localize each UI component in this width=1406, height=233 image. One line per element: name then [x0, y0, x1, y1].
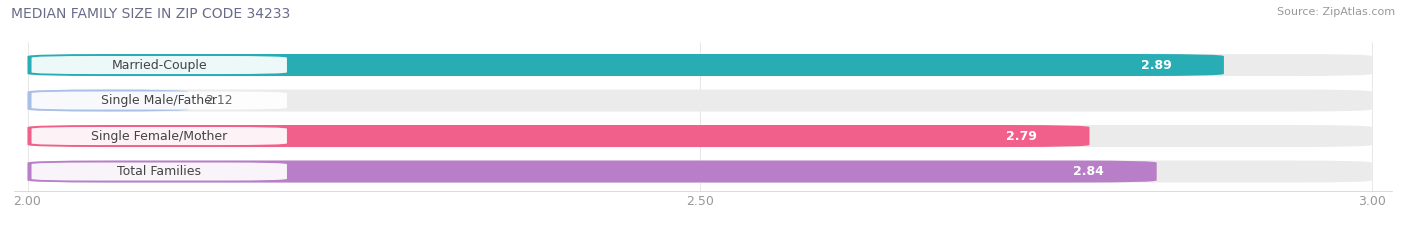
Text: Total Families: Total Families	[117, 165, 201, 178]
Text: Source: ZipAtlas.com: Source: ZipAtlas.com	[1277, 7, 1395, 17]
Text: MEDIAN FAMILY SIZE IN ZIP CODE 34233: MEDIAN FAMILY SIZE IN ZIP CODE 34233	[11, 7, 291, 21]
FancyBboxPatch shape	[28, 161, 1372, 182]
Text: Married-Couple: Married-Couple	[111, 58, 207, 72]
Text: 2.12: 2.12	[205, 94, 232, 107]
FancyBboxPatch shape	[31, 92, 287, 110]
FancyBboxPatch shape	[31, 162, 287, 181]
Text: 2.89: 2.89	[1140, 58, 1171, 72]
FancyBboxPatch shape	[28, 125, 1090, 147]
FancyBboxPatch shape	[28, 89, 188, 112]
FancyBboxPatch shape	[28, 54, 1223, 76]
FancyBboxPatch shape	[28, 54, 1372, 76]
FancyBboxPatch shape	[28, 125, 1372, 147]
Text: 2.79: 2.79	[1007, 130, 1038, 143]
FancyBboxPatch shape	[28, 89, 1372, 112]
Text: Single Female/Mother: Single Female/Mother	[91, 130, 228, 143]
FancyBboxPatch shape	[28, 161, 1157, 182]
FancyBboxPatch shape	[31, 127, 287, 145]
FancyBboxPatch shape	[965, 127, 1078, 145]
Text: Single Male/Father: Single Male/Father	[101, 94, 218, 107]
FancyBboxPatch shape	[1032, 162, 1146, 181]
FancyBboxPatch shape	[1099, 56, 1213, 74]
Text: 2.84: 2.84	[1073, 165, 1104, 178]
FancyBboxPatch shape	[31, 56, 287, 74]
